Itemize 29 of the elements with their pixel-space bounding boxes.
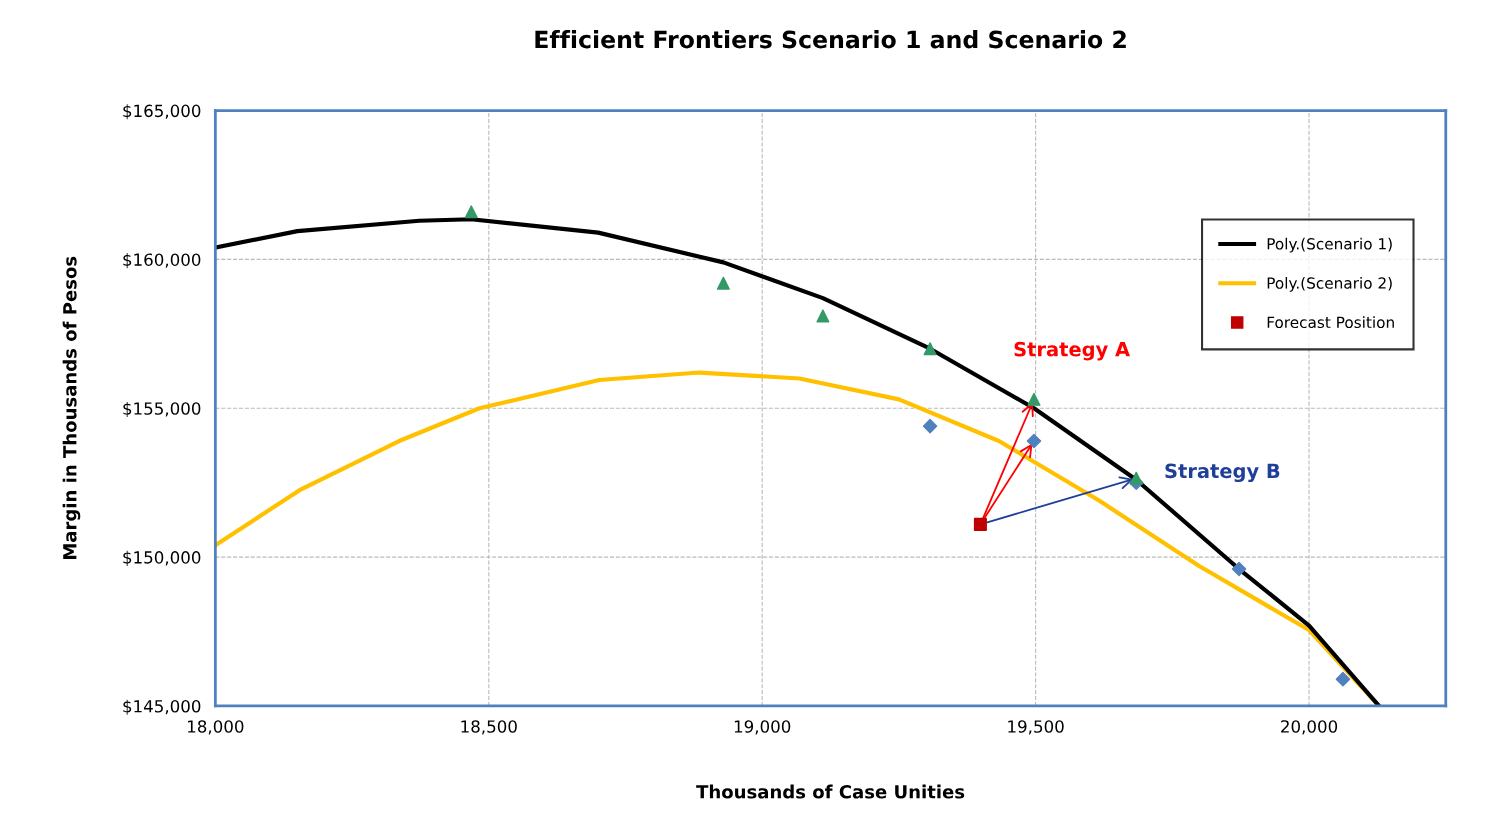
x-tick-label: 20,000 bbox=[1281, 720, 1338, 735]
point bbox=[973, 517, 987, 531]
legend-label: Poly.(Scenario 1) bbox=[1267, 237, 1392, 253]
point bbox=[1027, 392, 1041, 406]
point bbox=[1335, 671, 1351, 687]
point bbox=[716, 276, 730, 290]
annotation: Strategy B bbox=[1165, 463, 1280, 483]
point bbox=[923, 342, 937, 356]
annotation: Strategy A bbox=[1014, 341, 1130, 361]
y-tick-label: $165,000 bbox=[123, 104, 201, 120]
x-axis-title: Thousands of Case Unities bbox=[696, 784, 965, 799]
point bbox=[464, 205, 478, 219]
x-tick-label: 19,500 bbox=[1008, 720, 1064, 735]
point bbox=[1129, 471, 1143, 485]
x-tick-label: 18,500 bbox=[461, 720, 517, 735]
point bbox=[922, 418, 938, 434]
legend-label: Poly.(Scenario 2) bbox=[1267, 276, 1392, 292]
y-tick-label: $145,000 bbox=[123, 699, 201, 715]
chart-title: Efficient Frontiers Scenario 1 and Scenario 2 bbox=[535, 30, 1126, 49]
point bbox=[1026, 433, 1042, 449]
y-tick-label: $155,000 bbox=[123, 401, 201, 418]
point bbox=[1231, 561, 1247, 577]
y-axis-title: Margin in Thousands of Pesos bbox=[62, 256, 81, 559]
y-tick-label: $160,000 bbox=[123, 253, 201, 269]
y-tick-label: $150,000 bbox=[123, 550, 201, 566]
legend-label: Forecast Position bbox=[1267, 316, 1394, 329]
point bbox=[816, 309, 830, 323]
x-tick-label: 19,000 bbox=[734, 720, 791, 735]
x-tick-label: 18,000 bbox=[188, 720, 244, 735]
